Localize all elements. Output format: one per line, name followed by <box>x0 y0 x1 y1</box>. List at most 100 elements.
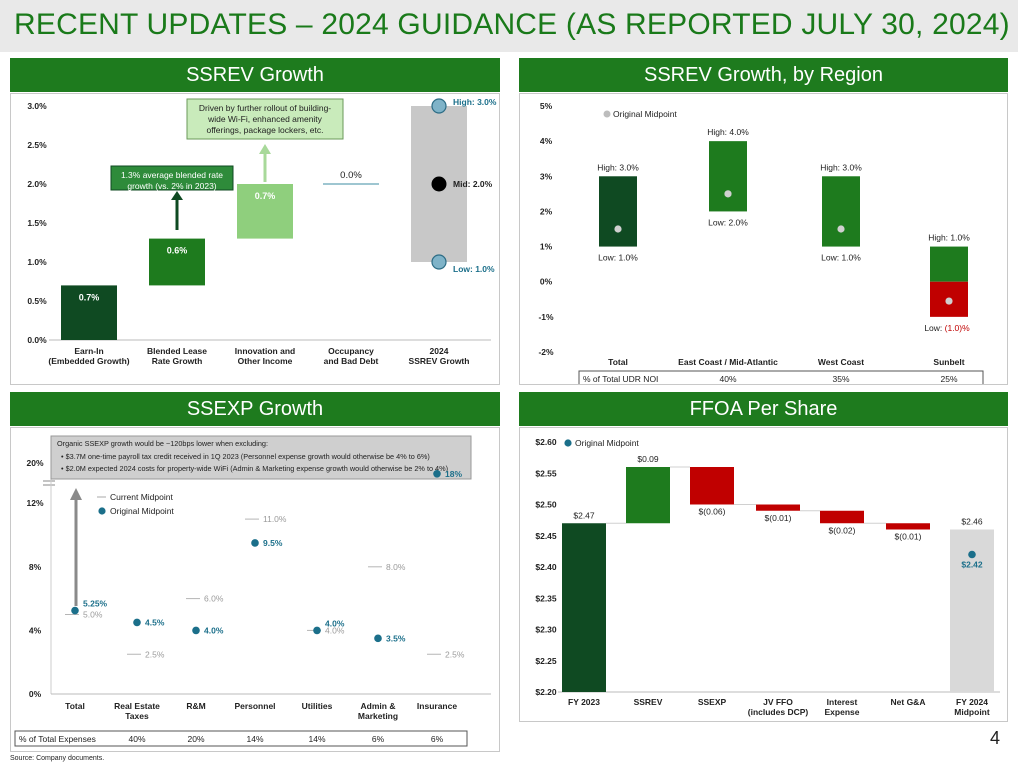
high-marker <box>431 98 447 114</box>
ffoa-header: FFOA Per Share <box>519 392 1008 426</box>
low-label-value: (1.0)% <box>945 323 970 333</box>
original-midpoint-label: 3.5% <box>386 633 406 643</box>
arrow-head <box>171 191 183 200</box>
ffoa-frame: $2.20 $2.25 $2.30 $2.35 $2.40 $2.45 $2.50 $2.55… <box>519 427 1008 722</box>
x-category-label: Innovation and <box>235 346 295 356</box>
x-category-label: (Embedded Growth) <box>48 356 129 366</box>
ssexp-frame: 0% 4% 8% 12% 20% Organic SSEXP growth would b… <box>10 427 500 752</box>
original-midpoint-marker <box>968 550 976 559</box>
y-tick-label: 1.5% <box>27 218 47 228</box>
x-category-label: (includes DCP) <box>748 707 809 717</box>
x-category-label: SSREV <box>634 697 663 707</box>
y-tick-label: 2% <box>540 206 553 216</box>
high-label: High: 3.0% <box>453 97 497 107</box>
y-tick-label: 20% <box>26 458 43 468</box>
high-label: High: 1.0% <box>928 233 970 243</box>
title-bar: RECENT UPDATES – 2024 GUIDANCE (AS REPOR… <box>0 0 1018 52</box>
x-category-label: Blended Lease <box>147 346 207 356</box>
x-category-label: Rate Growth <box>152 356 203 366</box>
x-category-label: Net G&A <box>891 697 926 707</box>
table-cell: 35% <box>832 374 849 384</box>
table-cell: 6% <box>431 734 444 744</box>
waterfall-bar <box>626 467 670 524</box>
original-midpoint-label: 4.0% <box>204 625 224 635</box>
bar-value-label: $(0.02) <box>829 525 856 535</box>
legend-label: Original Midpoint <box>613 109 677 119</box>
y-tick-label: $2.50 <box>535 500 557 510</box>
bar-value-label: 0.0% <box>340 170 362 181</box>
high-label: High: 4.0% <box>707 127 749 137</box>
current-midpoint-label: 5.0% <box>83 610 103 620</box>
original-midpoint-marker <box>313 626 321 635</box>
current-midpoint-label: 6.0% <box>204 594 224 604</box>
table-cell: 14% <box>246 734 263 744</box>
current-midpoint-label: 4.0% <box>325 625 345 635</box>
ssrev-region-header: SSREV Growth, by Region <box>519 58 1008 92</box>
table-cell: 6% <box>372 734 385 744</box>
y-tick-label: 1.0% <box>27 257 47 267</box>
y-tick-label: 8% <box>29 562 42 572</box>
bar-value-label: 0.7% <box>255 191 276 201</box>
x-category-label: Expense <box>825 707 860 717</box>
bar-value-label: $0.09 <box>637 454 659 464</box>
y-tick-label: 0% <box>29 689 42 699</box>
original-midpoint-marker <box>192 626 200 635</box>
current-midpoint-label: 8.0% <box>386 562 406 572</box>
arrow-head <box>70 488 82 500</box>
x-category-label: SSREV Growth <box>409 356 470 366</box>
waterfall-bar <box>237 184 293 239</box>
low-label: Low: 2.0% <box>708 217 748 227</box>
legend-original-label: Original Midpoint <box>110 506 174 516</box>
annotation-wifi-box <box>186 98 344 140</box>
y-tick-label: $2.55 <box>535 468 557 478</box>
x-category-label: Admin & <box>361 701 396 711</box>
original-midpoint-label: 18% <box>445 469 462 479</box>
x-category-label: FY 2023 <box>568 697 600 707</box>
ssrev-frame: 0.0% 0.5% 1.0% 1.5% 2.0% 2.5% 3.0% 0.7% 0.6% 0.7%… <box>10 93 500 385</box>
table-cell: 20% <box>187 734 204 744</box>
original-midpoint-marker <box>251 539 259 547</box>
table-row-label: % of Total UDR NOI <box>583 374 658 384</box>
x-category-label: R&M <box>186 701 205 711</box>
page-title: RECENT UPDATES – 2024 GUIDANCE (AS REPOR… <box>14 8 1010 41</box>
x-category-label: Sunbelt <box>933 357 964 367</box>
note-box <box>50 435 472 480</box>
annotation-wifi-text: wide Wi-Fi, enhanced amenity <box>207 114 323 124</box>
original-midpoint-marker <box>374 634 382 643</box>
high-label: High: 3.0% <box>597 162 639 172</box>
y-tick-label: 1% <box>540 242 553 252</box>
x-category-label: Total <box>65 701 85 711</box>
waterfall-bar <box>562 523 606 692</box>
bar-value-label: $2.47 <box>573 510 595 520</box>
x-category-label: 2024 <box>430 346 449 356</box>
y-tick-label: $2.35 <box>535 593 557 603</box>
x-category-label: Earn-In <box>74 346 103 356</box>
range-bar <box>599 176 637 247</box>
ssexp-header: SSEXP Growth <box>10 392 500 426</box>
ssrev-chart: 0.0% 0.5% 1.0% 1.5% 2.0% 2.5% 3.0% 0.7% 0.6% 0.7%… <box>27 97 497 366</box>
low-label: Low: 1.0% <box>598 253 638 263</box>
original-midpoint-marker <box>837 225 845 233</box>
ssrev-region-chart: -2% -1% 0% 1% 2% 3% 4% 5% Original Midpoint High:… <box>538 101 984 387</box>
original-midpoint-label: $2.42 <box>961 560 983 570</box>
annotation-rate-text: growth (vs. 2% in 2023) <box>127 181 216 191</box>
y-tick-label: 3.0% <box>27 101 47 111</box>
x-category-label: Occupancy <box>328 346 374 356</box>
annotation-rate-box <box>110 165 234 191</box>
original-midpoint-label: 5.25% <box>83 599 108 609</box>
original-midpoint-marker <box>614 225 622 233</box>
waterfall-bar <box>690 467 734 505</box>
x-category-label: Total <box>608 357 628 367</box>
y-tick-label: 0.5% <box>27 296 47 306</box>
x-category-label: West Coast <box>818 357 864 367</box>
x-category-label: Insurance <box>417 701 457 711</box>
low-label: Low: (1.0)% <box>924 323 970 333</box>
y-tick-label: 4% <box>29 625 42 635</box>
original-midpoint-marker <box>71 606 79 615</box>
waterfall-bar <box>61 285 117 340</box>
x-category-label: Utilities <box>302 701 333 711</box>
x-category-label: Taxes <box>125 711 149 721</box>
y-tick-label: 0.0% <box>27 335 47 345</box>
y-tick-label: $2.20 <box>535 687 557 697</box>
